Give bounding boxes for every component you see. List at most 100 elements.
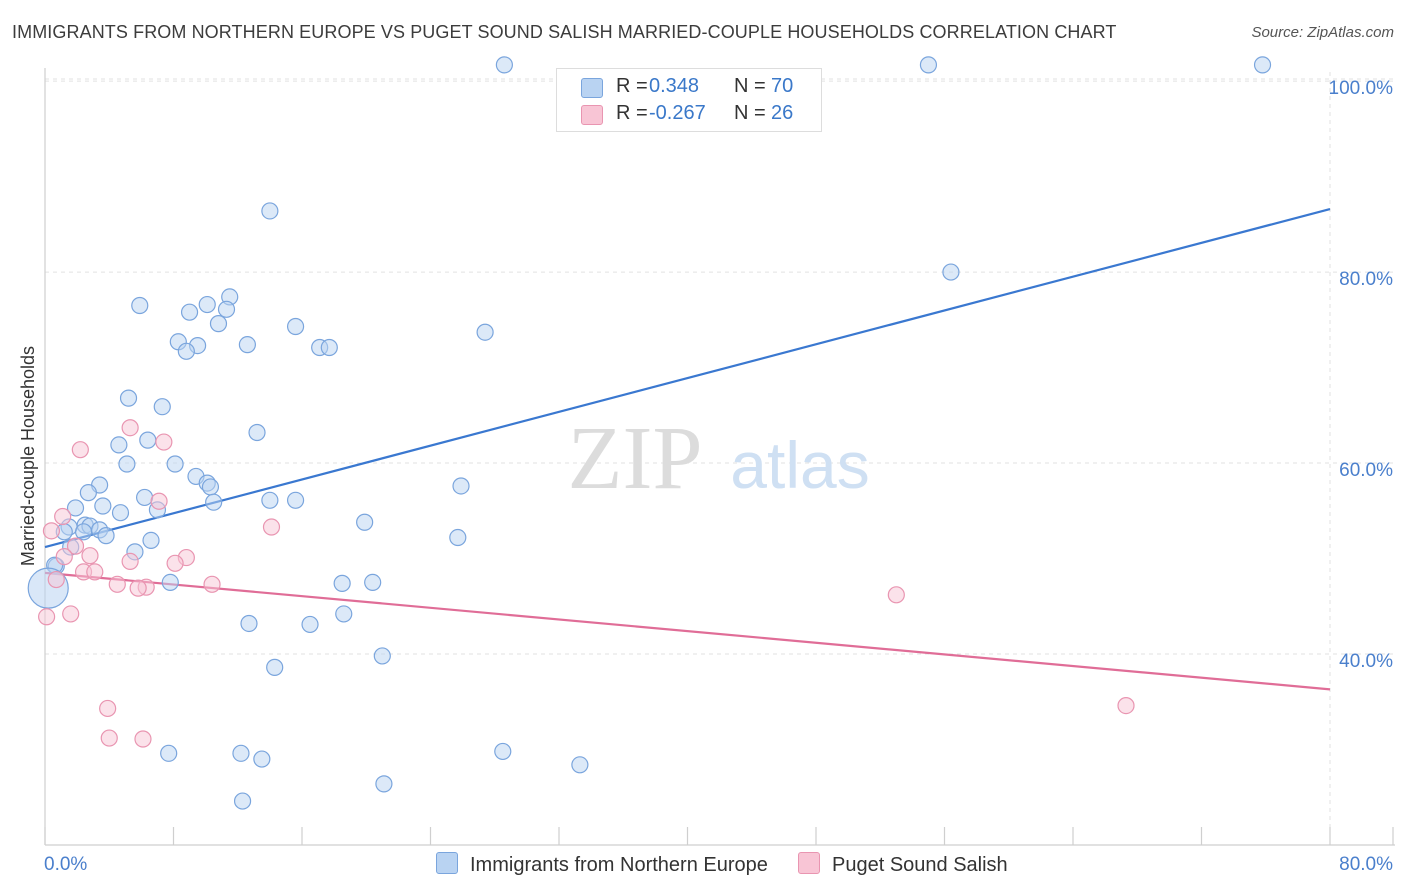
correlation-legend: R = 0.348 N = 70 R = -0.267 N = 26	[556, 68, 822, 132]
northern-europe-point	[161, 573, 179, 592]
northern-europe-point	[286, 317, 305, 336]
y-axis-label: Married-couple Households	[18, 346, 38, 566]
northern-europe-point	[375, 775, 393, 793]
northern-europe-point	[320, 338, 338, 357]
y-tick-label: 100.0%	[1329, 78, 1394, 99]
northern-europe-point	[364, 573, 382, 592]
northern-europe-point	[118, 455, 136, 473]
puget-sound-salish-point	[1117, 696, 1135, 715]
chart-title: IMMIGRANTS FROM NORTHERN EUROPE VS PUGET…	[12, 22, 1117, 42]
northern-europe-point	[166, 455, 184, 473]
puget-sound-salish-point	[66, 537, 85, 555]
northern-europe-point	[942, 263, 960, 281]
puget-sound-salish-point	[54, 507, 72, 526]
puget-sound-salish-point	[262, 518, 281, 536]
watermark-zip: ZIP	[568, 409, 703, 508]
blue-swatch-icon	[581, 78, 603, 98]
northern-europe-point	[131, 296, 149, 315]
northern-europe-point	[452, 477, 470, 495]
puget-sound-salish-point	[47, 570, 65, 589]
puget-sound-salish-point	[203, 575, 221, 593]
r-value: -0.267	[649, 102, 706, 124]
data-points	[27, 56, 1272, 810]
northern-europe-trend-line	[44, 207, 1331, 549]
watermark: ZIP atlas	[568, 409, 870, 508]
n-label: N =	[734, 75, 766, 97]
northern-europe-point	[333, 574, 351, 592]
puget-sound-salish-point	[100, 729, 118, 747]
puget-sound-salish-point	[42, 522, 61, 540]
puget-sound-salish-trend-line	[44, 571, 1331, 691]
series-name: Immigrants from Northern Europe	[470, 854, 768, 876]
puget-sound-salish-point	[121, 552, 139, 571]
puget-sound-salish-point	[887, 586, 905, 604]
northern-europe-point	[238, 336, 256, 354]
northern-europe-point	[233, 792, 252, 810]
puget-sound-salish-point	[150, 492, 168, 510]
puget-sound-salish-point	[55, 548, 73, 566]
legend-item-northern-europe[interactable]: Immigrants from Northern Europe	[436, 852, 768, 877]
northern-europe-point	[232, 744, 250, 762]
northern-europe-point	[66, 499, 85, 517]
northern-europe-point	[495, 56, 513, 74]
grid-lines	[45, 72, 1395, 845]
puget-sound-salish-point	[71, 441, 89, 459]
northern-europe-point	[919, 56, 938, 74]
chart-source: Source: ZipAtlas.com	[1251, 24, 1394, 41]
puget-sound-salish-point	[166, 554, 184, 572]
northern-europe-point	[261, 491, 279, 509]
northern-europe-point	[240, 614, 258, 633]
puget-sound-salish-point	[121, 419, 139, 437]
northern-europe-point	[177, 342, 195, 360]
x-tick-label: 0.0%	[44, 854, 87, 875]
r-label: R =	[616, 102, 648, 124]
northern-europe-point	[476, 323, 494, 341]
northern-europe-point	[266, 658, 284, 676]
northern-europe-point	[160, 744, 178, 762]
northern-europe-point	[139, 431, 157, 449]
northern-europe-point	[286, 491, 305, 509]
x-tick-label: 80.0%	[1339, 854, 1393, 875]
northern-europe-point	[248, 423, 266, 442]
northern-europe-point	[205, 493, 223, 511]
watermark-atlas: atlas	[730, 428, 869, 502]
pink-swatch-icon	[581, 105, 603, 125]
northern-europe-point	[356, 513, 374, 531]
northern-europe-point	[209, 315, 228, 333]
northern-europe-point	[111, 504, 130, 522]
northern-europe-point	[373, 647, 391, 665]
northern-europe-point	[261, 202, 279, 220]
n-value: 70	[771, 75, 794, 97]
r-value: 0.348	[649, 75, 700, 97]
puget-sound-salish-point	[129, 579, 147, 597]
northern-europe-point	[201, 478, 220, 496]
legend-item-puget-sound-salish[interactable]: Puget Sound Salish	[798, 852, 1008, 877]
puget-sound-salish-point	[99, 699, 117, 718]
northern-europe-point	[135, 488, 154, 507]
n-label: N =	[734, 102, 766, 124]
northern-europe-point	[180, 303, 199, 321]
series-name: Puget Sound Salish	[832, 854, 1008, 876]
northern-europe-point	[571, 756, 589, 774]
northern-europe-point	[1253, 56, 1272, 74]
r-label: R =	[616, 75, 648, 97]
northern-europe-point	[74, 523, 93, 541]
northern-europe-point	[494, 742, 512, 761]
northern-europe-point	[253, 750, 271, 768]
trend-lines	[44, 207, 1331, 691]
northern-europe-point	[110, 436, 128, 454]
n-value: 26	[771, 102, 794, 124]
puget-sound-salish-point	[134, 730, 152, 748]
axes	[44, 68, 1395, 846]
northern-europe-point	[217, 300, 236, 318]
northern-europe-point	[335, 605, 353, 623]
y-tick-label: 40.0%	[1339, 651, 1393, 672]
northern-europe-point	[153, 398, 171, 416]
northern-europe-point	[301, 615, 319, 634]
y-tick-label: 60.0%	[1339, 460, 1393, 481]
northern-europe-point	[97, 527, 115, 545]
northern-europe-point	[142, 531, 160, 549]
northern-europe-point	[198, 295, 216, 314]
y-tick-label: 80.0%	[1339, 269, 1393, 290]
pink-swatch-icon	[798, 852, 820, 874]
